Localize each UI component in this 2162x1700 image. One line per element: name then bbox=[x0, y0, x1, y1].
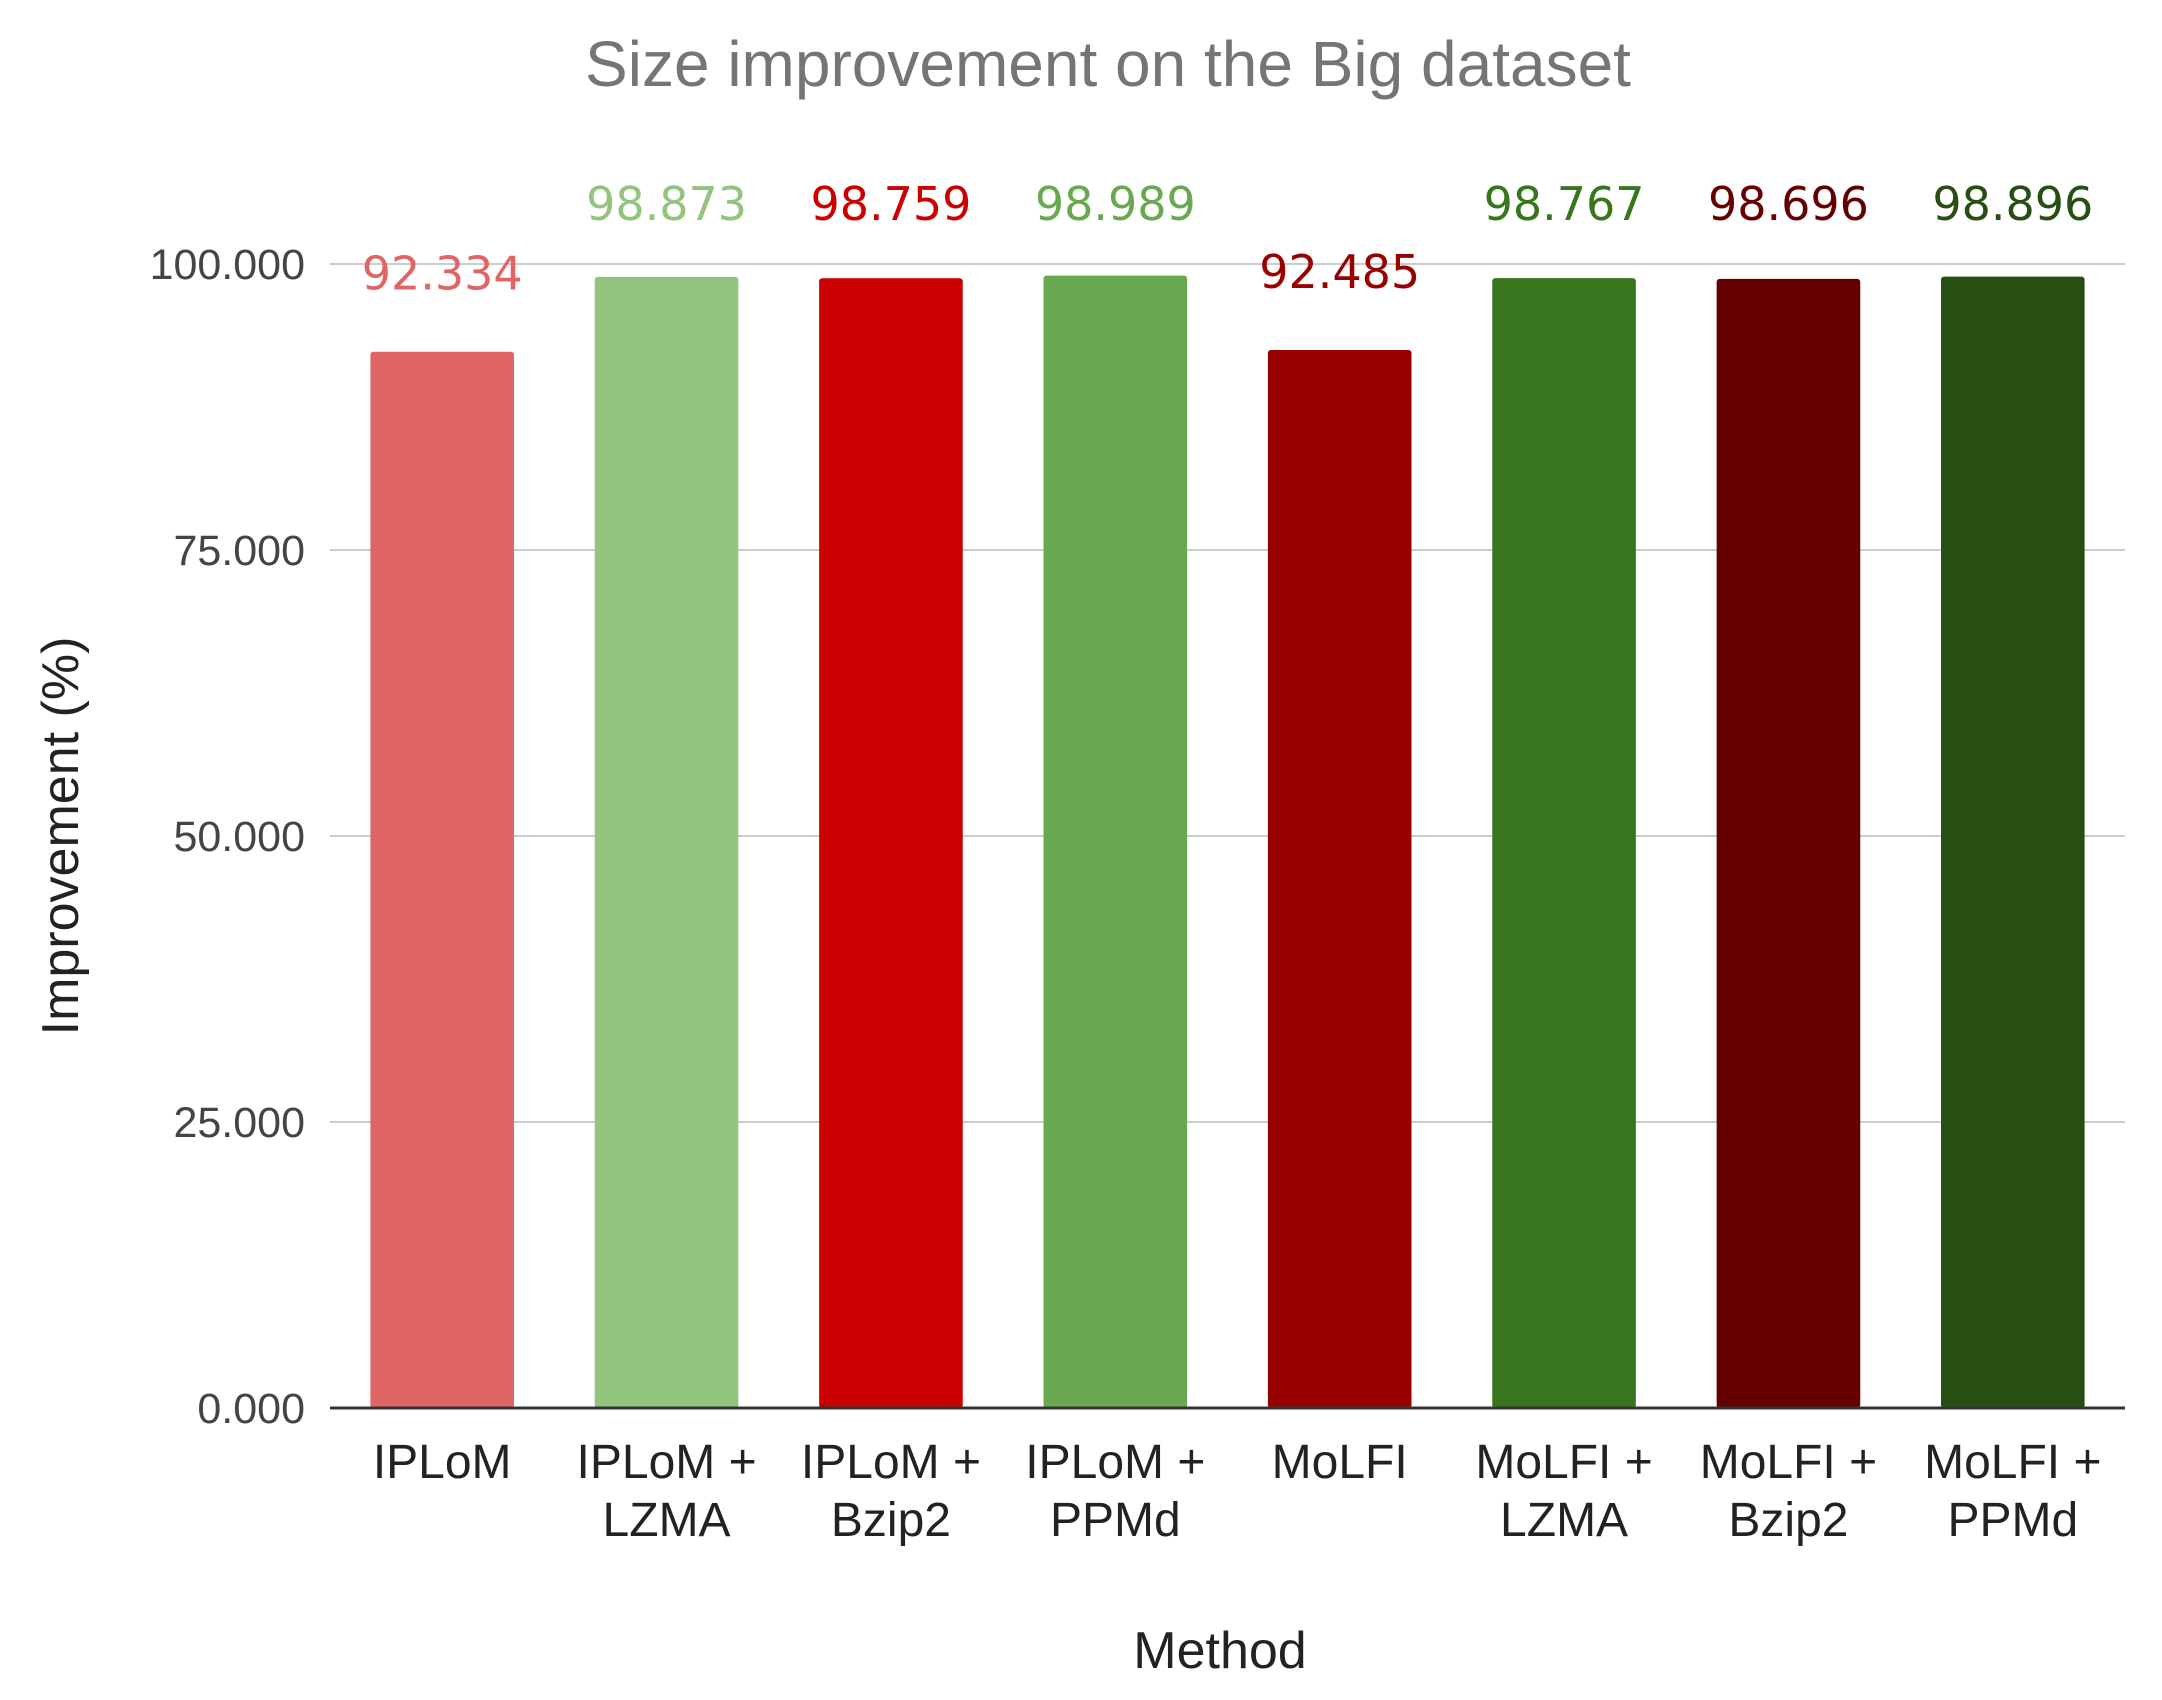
x-tick-label: IPLoM bbox=[373, 1436, 512, 1489]
y-axis-ticks: 0.000 25.000 50.000 75.000 100.000 bbox=[150, 241, 305, 1433]
x-tick-label: LZMA bbox=[1500, 1494, 1628, 1547]
x-axis-title: Method bbox=[1133, 1622, 1306, 1680]
x-tick-label: Bzip2 bbox=[831, 1494, 951, 1547]
x-tick-label: MoLFI + bbox=[1700, 1436, 1877, 1489]
bar bbox=[1716, 278, 1861, 1409]
data-label: 98.873 bbox=[586, 177, 747, 231]
y-tick-label: 75.000 bbox=[173, 527, 305, 575]
data-label: 98.696 bbox=[1708, 177, 1869, 231]
x-tick-label: Bzip2 bbox=[1728, 1494, 1848, 1547]
bar bbox=[1941, 276, 2085, 1408]
bar bbox=[370, 351, 514, 1409]
x-tick-label: MoLFI + bbox=[1475, 1436, 1652, 1489]
bars bbox=[370, 275, 2085, 1409]
data-labels: 92.334 98.873 98.759 98.989 92.485 98.767 98.6… bbox=[362, 177, 2094, 301]
data-label: 98.989 bbox=[1035, 177, 1196, 231]
bar bbox=[1043, 275, 1188, 1409]
data-label: 98.896 bbox=[1932, 177, 2093, 231]
y-tick-label: 0.000 bbox=[197, 1385, 305, 1433]
bar bbox=[819, 278, 963, 1409]
data-label: 98.767 bbox=[1484, 177, 1645, 231]
x-tick-label: IPLoM + bbox=[577, 1436, 757, 1489]
bar bbox=[594, 276, 739, 1409]
bar bbox=[1267, 349, 1412, 1409]
x-tick-label: MoLFI bbox=[1272, 1436, 1408, 1489]
y-tick-label: 25.000 bbox=[173, 1099, 305, 1147]
x-tick-label: PPMd bbox=[1947, 1494, 2078, 1547]
y-tick-label: 100.000 bbox=[150, 241, 305, 289]
data-label: 92.485 bbox=[1259, 245, 1420, 299]
x-tick-label: PPMd bbox=[1050, 1494, 1181, 1547]
chart-title: Size improvement on the Big dataset bbox=[585, 28, 1631, 100]
bar bbox=[1492, 278, 1636, 1409]
data-label: 92.334 bbox=[362, 247, 523, 301]
y-axis-title: Improvement (%) bbox=[32, 637, 90, 1036]
x-tick-label: MoLFI + bbox=[1924, 1436, 2101, 1489]
x-tick-label: LZMA bbox=[603, 1494, 731, 1547]
x-tick-label: IPLoM + bbox=[1025, 1436, 1205, 1489]
y-tick-label: 50.000 bbox=[173, 813, 305, 861]
data-label: 98.759 bbox=[810, 177, 971, 231]
x-tick-label: IPLoM + bbox=[801, 1436, 981, 1489]
